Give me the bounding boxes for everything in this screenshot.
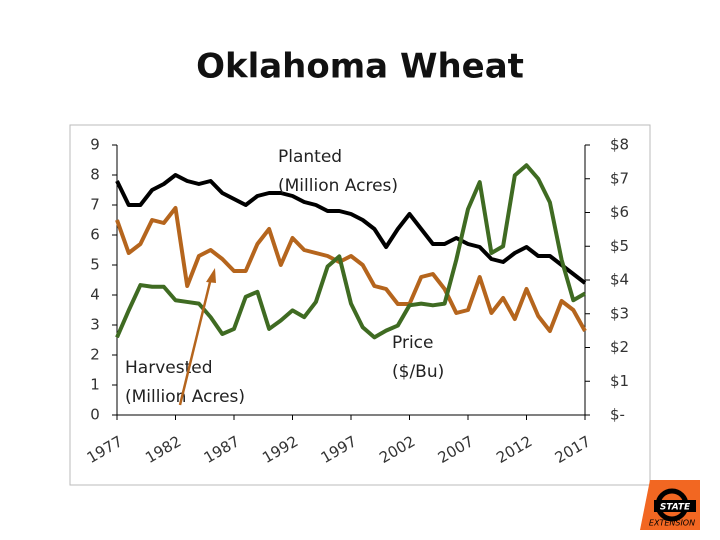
y-tick-label: 4 bbox=[90, 286, 100, 304]
y-tick-label: 7 bbox=[90, 196, 100, 214]
y-tick-label: 2 bbox=[90, 346, 100, 364]
y-tick-label: 9 bbox=[90, 136, 100, 154]
series-line bbox=[115, 173, 587, 285]
y-tick-label: 1 bbox=[90, 376, 100, 394]
annotation: (Million Acres) bbox=[278, 176, 398, 196]
x-tick-label: 2012 bbox=[493, 432, 535, 467]
y2-tick-label: $2 bbox=[610, 338, 629, 356]
y2-tick-label: $8 bbox=[610, 136, 629, 154]
logo-subtext: EXTENSION bbox=[649, 519, 695, 528]
y2-tick-label: $6 bbox=[610, 203, 629, 221]
y-tick-label: 5 bbox=[90, 256, 100, 274]
annotation: (Million Acres) bbox=[125, 387, 245, 407]
y2-tick-label: $3 bbox=[610, 304, 629, 322]
y2-tick-label: $1 bbox=[610, 372, 629, 390]
y-tick-label: 8 bbox=[90, 166, 100, 184]
annotation: Price bbox=[392, 333, 433, 353]
arrow-head bbox=[206, 268, 216, 283]
annotation: Planted bbox=[278, 147, 342, 167]
logo-text: STATE bbox=[660, 503, 691, 513]
y2-tick-label: $4 bbox=[610, 271, 629, 289]
y-tick-label: 6 bbox=[90, 226, 100, 244]
series-line bbox=[115, 163, 586, 340]
x-tick-label: 1997 bbox=[318, 432, 360, 467]
series-line bbox=[115, 206, 587, 333]
x-tick-label: 1987 bbox=[201, 432, 243, 467]
annotation: ($/Bu) bbox=[392, 362, 444, 382]
logo-band bbox=[654, 500, 696, 512]
y2-tick-label: $- bbox=[610, 406, 625, 424]
x-tick-label: 1977 bbox=[84, 432, 126, 467]
y2-tick-label: $7 bbox=[610, 169, 629, 187]
x-tick-label: 1982 bbox=[142, 432, 184, 467]
chart-frame bbox=[69, 124, 651, 486]
chart-title: Oklahoma Wheat bbox=[196, 47, 524, 87]
x-tick-label: 1992 bbox=[259, 432, 301, 467]
logo: STATE EXTENSION bbox=[640, 480, 700, 530]
x-tick-label: 2017 bbox=[552, 432, 594, 467]
annotation-arrow bbox=[178, 277, 213, 406]
annotation: Harvested bbox=[125, 358, 212, 378]
x-tick-label: 2007 bbox=[435, 432, 477, 467]
y2-tick-label: $5 bbox=[610, 237, 629, 255]
y-tick-label: 0 bbox=[90, 406, 100, 424]
y-tick-label: 3 bbox=[90, 316, 100, 334]
x-tick-label: 2002 bbox=[376, 432, 418, 467]
